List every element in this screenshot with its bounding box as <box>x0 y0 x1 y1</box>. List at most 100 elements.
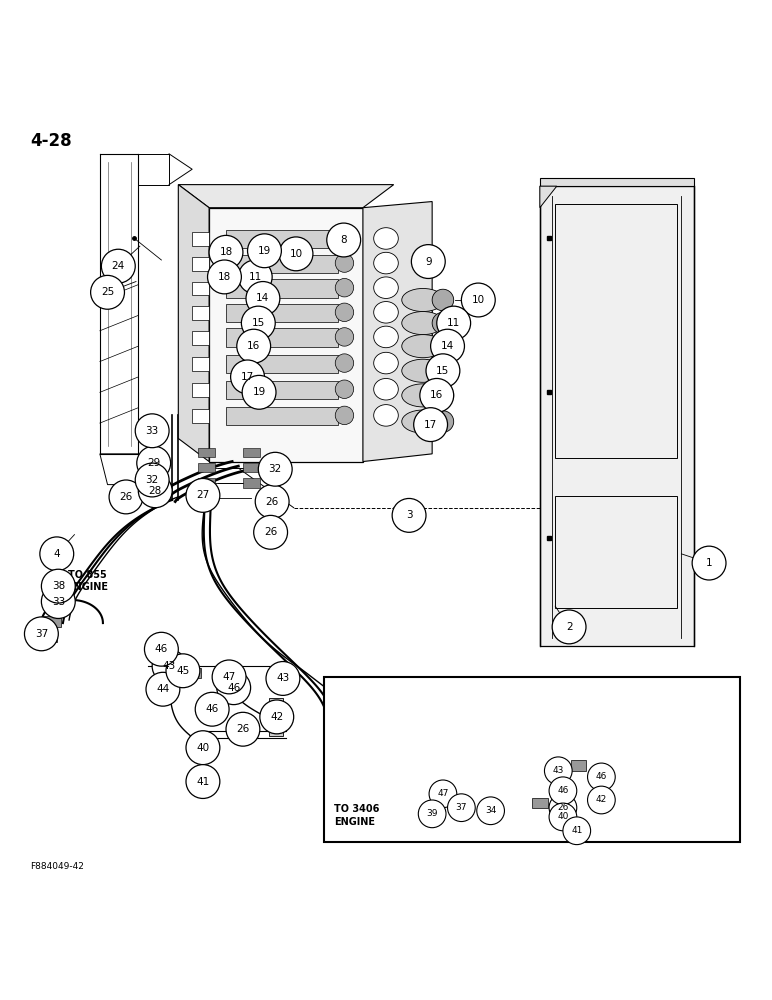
Circle shape <box>186 478 220 512</box>
Text: 41: 41 <box>571 826 582 835</box>
Ellipse shape <box>432 411 454 432</box>
Bar <box>192 383 209 397</box>
Text: 38: 38 <box>52 581 65 591</box>
Text: 15: 15 <box>436 366 449 376</box>
Text: 16: 16 <box>430 390 443 400</box>
Text: 43: 43 <box>553 766 564 775</box>
Text: 26: 26 <box>120 492 133 502</box>
Text: 32: 32 <box>146 475 159 485</box>
Text: 18: 18 <box>219 247 232 257</box>
Bar <box>226 328 337 347</box>
Text: 44: 44 <box>156 684 170 694</box>
Text: 26: 26 <box>264 527 277 537</box>
Text: 15: 15 <box>252 318 265 328</box>
Text: 17: 17 <box>241 372 254 382</box>
Text: 14: 14 <box>256 293 269 303</box>
Text: 37: 37 <box>35 629 48 639</box>
Text: 43: 43 <box>162 661 176 671</box>
Text: 4: 4 <box>53 549 60 559</box>
Text: 10: 10 <box>290 249 303 259</box>
Circle shape <box>279 237 313 271</box>
Circle shape <box>549 777 577 805</box>
Polygon shape <box>540 178 694 186</box>
Circle shape <box>237 329 271 363</box>
Text: 1: 1 <box>706 558 713 568</box>
Ellipse shape <box>432 360 454 382</box>
Bar <box>48 602 66 613</box>
Text: 8: 8 <box>340 235 347 245</box>
Text: 24: 24 <box>112 261 125 271</box>
Bar <box>198 463 215 472</box>
Text: 32: 32 <box>269 464 282 474</box>
Bar <box>237 725 249 734</box>
Bar <box>192 331 209 345</box>
Text: 26: 26 <box>236 724 249 734</box>
Circle shape <box>266 662 300 695</box>
Text: 17: 17 <box>424 420 437 430</box>
Circle shape <box>587 763 615 791</box>
Bar <box>186 668 201 678</box>
Text: 2: 2 <box>566 622 572 632</box>
Circle shape <box>392 498 426 532</box>
Text: 37: 37 <box>455 803 467 812</box>
Text: ENGINE: ENGINE <box>67 582 109 592</box>
Circle shape <box>426 354 460 388</box>
Circle shape <box>239 260 273 294</box>
Text: 14: 14 <box>441 341 454 351</box>
Text: 40: 40 <box>557 812 569 821</box>
Ellipse shape <box>374 228 398 249</box>
Bar <box>43 616 62 627</box>
Bar <box>226 255 337 273</box>
Text: 28: 28 <box>148 486 162 496</box>
Circle shape <box>254 515 287 549</box>
Text: 41: 41 <box>196 777 209 787</box>
Bar <box>571 760 586 771</box>
Circle shape <box>186 765 220 798</box>
Text: 3: 3 <box>406 510 412 520</box>
Text: 45: 45 <box>176 666 190 676</box>
Circle shape <box>101 249 135 283</box>
Bar <box>226 355 337 373</box>
Text: 46: 46 <box>205 704 218 714</box>
Text: F884049-42: F884049-42 <box>31 862 84 871</box>
Ellipse shape <box>374 252 398 274</box>
Circle shape <box>335 354 354 372</box>
Circle shape <box>195 692 229 726</box>
Bar <box>39 632 57 642</box>
Text: 46: 46 <box>227 683 240 693</box>
Ellipse shape <box>432 312 454 334</box>
Circle shape <box>109 480 143 514</box>
Circle shape <box>418 800 446 828</box>
Text: 42: 42 <box>270 712 283 722</box>
Text: 25: 25 <box>101 287 114 297</box>
Circle shape <box>42 569 75 603</box>
Circle shape <box>137 446 171 480</box>
Ellipse shape <box>401 359 444 382</box>
Polygon shape <box>540 186 557 208</box>
Text: 46: 46 <box>557 786 569 795</box>
Text: 34: 34 <box>485 806 496 815</box>
Circle shape <box>335 278 354 297</box>
Circle shape <box>248 234 281 268</box>
Text: 16: 16 <box>247 341 260 351</box>
Bar <box>269 698 283 736</box>
Circle shape <box>335 229 354 248</box>
Circle shape <box>217 671 251 705</box>
Ellipse shape <box>374 405 398 426</box>
Circle shape <box>144 632 178 666</box>
Polygon shape <box>363 202 432 462</box>
Circle shape <box>260 700 293 734</box>
Bar <box>155 684 171 695</box>
Bar <box>243 463 260 472</box>
Ellipse shape <box>374 352 398 374</box>
Text: 11: 11 <box>447 318 460 328</box>
Polygon shape <box>540 186 694 646</box>
Bar <box>226 407 337 425</box>
Text: 18: 18 <box>218 272 231 282</box>
Text: 9: 9 <box>425 257 432 267</box>
Circle shape <box>138 474 172 508</box>
Circle shape <box>462 283 495 317</box>
Circle shape <box>429 780 457 808</box>
Bar <box>192 257 209 271</box>
Bar <box>226 381 337 399</box>
